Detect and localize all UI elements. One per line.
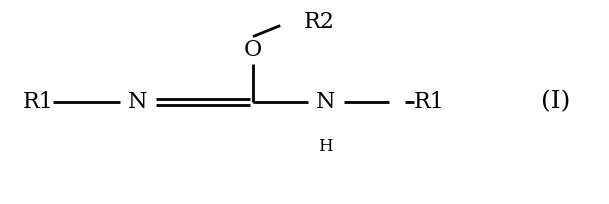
Text: R1: R1 [414, 91, 444, 113]
Text: R2: R2 [304, 11, 335, 32]
Text: R1: R1 [23, 91, 53, 113]
Text: O: O [244, 39, 262, 61]
Text: N: N [316, 91, 336, 113]
Text: N: N [128, 91, 147, 113]
Text: H: H [319, 138, 333, 155]
Text: (I): (I) [541, 91, 571, 113]
